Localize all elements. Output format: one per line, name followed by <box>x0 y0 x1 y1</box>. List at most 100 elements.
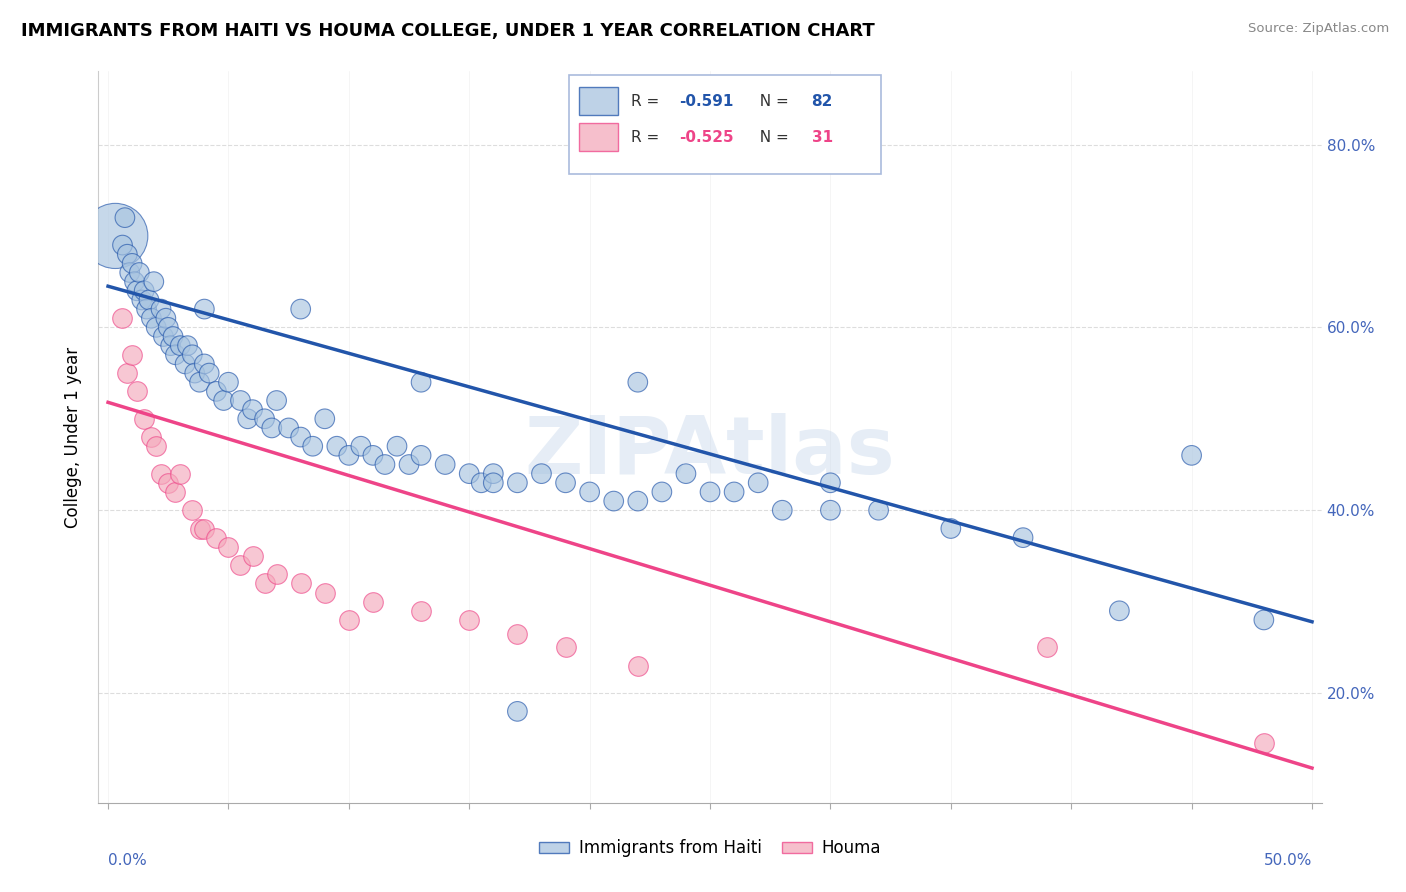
Point <box>470 475 492 490</box>
Point <box>314 412 336 426</box>
Point <box>723 485 745 500</box>
Text: R =: R = <box>630 130 664 145</box>
Text: -0.525: -0.525 <box>679 130 734 145</box>
Point <box>165 348 187 362</box>
Point <box>260 421 283 435</box>
Point <box>337 448 360 462</box>
Point <box>506 626 529 640</box>
Y-axis label: College, Under 1 year: College, Under 1 year <box>65 346 83 528</box>
Point <box>1181 448 1204 462</box>
Point <box>627 494 650 508</box>
Point <box>578 485 600 500</box>
Point <box>205 531 228 545</box>
Point <box>205 384 228 399</box>
Point <box>193 302 215 317</box>
Point <box>229 558 252 573</box>
Point <box>1108 604 1130 618</box>
Text: -0.591: -0.591 <box>679 94 734 109</box>
Point <box>157 475 180 490</box>
Point <box>159 339 181 353</box>
Point <box>675 467 697 481</box>
Point <box>111 238 134 252</box>
Point <box>627 658 650 673</box>
Point <box>554 475 576 490</box>
Point <box>385 439 408 453</box>
Point <box>125 384 148 399</box>
Point <box>169 339 191 353</box>
Point <box>150 302 173 317</box>
Point <box>104 229 127 244</box>
Point <box>1253 613 1275 627</box>
Text: N =: N = <box>751 94 794 109</box>
Point <box>554 640 576 655</box>
Point <box>142 275 165 289</box>
Point <box>398 458 420 472</box>
Point <box>699 485 721 500</box>
Point <box>361 448 384 462</box>
Point <box>121 256 143 270</box>
Point <box>1253 736 1275 750</box>
Point <box>217 375 239 389</box>
Point <box>152 329 174 343</box>
Text: 50.0%: 50.0% <box>1264 853 1312 868</box>
Point <box>125 284 148 298</box>
Point <box>162 329 184 343</box>
Point <box>409 604 432 618</box>
Point <box>193 521 215 535</box>
Point <box>602 494 624 508</box>
Point <box>157 320 180 334</box>
Point <box>409 448 432 462</box>
FancyBboxPatch shape <box>569 75 882 174</box>
Point <box>290 576 312 591</box>
Point <box>747 475 769 490</box>
Point <box>145 320 167 334</box>
Point <box>253 576 276 591</box>
Point <box>409 375 432 389</box>
Point <box>193 357 215 371</box>
Point <box>135 302 157 317</box>
Point <box>770 503 793 517</box>
Point <box>266 393 288 408</box>
Point <box>506 705 529 719</box>
Text: N =: N = <box>751 130 794 145</box>
Point <box>868 503 890 517</box>
Legend: Immigrants from Haiti, Houma: Immigrants from Haiti, Houma <box>533 832 887 864</box>
Point <box>458 467 481 481</box>
Point <box>117 247 139 261</box>
Point <box>290 430 312 444</box>
FancyBboxPatch shape <box>579 123 619 151</box>
Text: ZIPAtlas: ZIPAtlas <box>524 413 896 491</box>
Point <box>134 284 156 298</box>
Point <box>184 366 207 380</box>
Point <box>169 467 191 481</box>
Text: 82: 82 <box>811 94 832 109</box>
Point <box>434 458 457 472</box>
Point <box>1036 640 1059 655</box>
Point <box>314 585 336 599</box>
Point <box>198 366 221 380</box>
Point <box>266 567 288 582</box>
Point <box>350 439 373 453</box>
Text: IMMIGRANTS FROM HAITI VS HOUMA COLLEGE, UNDER 1 YEAR CORRELATION CHART: IMMIGRANTS FROM HAITI VS HOUMA COLLEGE, … <box>21 22 875 40</box>
Text: 31: 31 <box>811 130 832 145</box>
Point <box>627 375 650 389</box>
Text: Source: ZipAtlas.com: Source: ZipAtlas.com <box>1249 22 1389 36</box>
Point <box>939 521 962 535</box>
Point <box>114 211 136 225</box>
Point <box>326 439 349 453</box>
Point <box>131 293 153 307</box>
Point <box>290 302 312 317</box>
Point <box>124 275 146 289</box>
Point <box>121 348 143 362</box>
Point <box>229 393 252 408</box>
Point <box>188 375 211 389</box>
FancyBboxPatch shape <box>579 87 619 114</box>
Point <box>188 521 211 535</box>
Point <box>506 475 529 490</box>
Point <box>181 503 204 517</box>
Point <box>242 549 264 563</box>
Point <box>482 467 505 481</box>
Point <box>128 266 150 280</box>
Point <box>236 412 259 426</box>
Point <box>242 402 264 417</box>
